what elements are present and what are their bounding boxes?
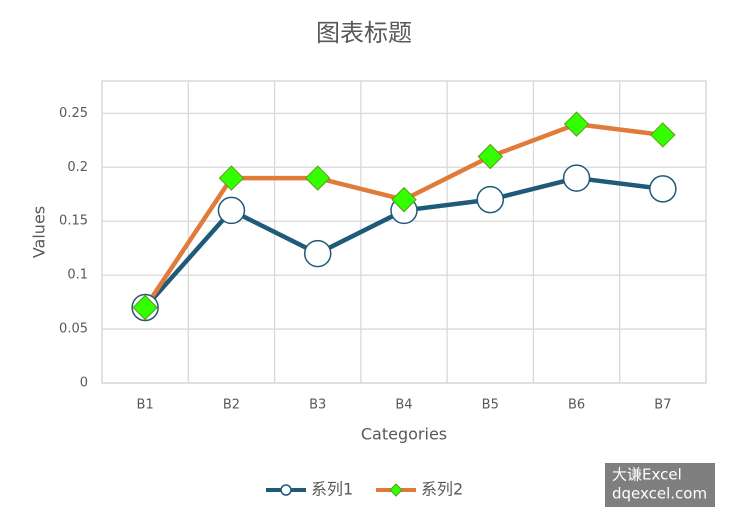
legend-marker [389, 483, 403, 497]
x-tick-label: B7 [654, 398, 671, 413]
data-point [562, 164, 591, 192]
watermark-box [605, 463, 715, 507]
data-point [477, 143, 503, 170]
legend-label: 系列2 [421, 480, 463, 499]
watermark-text: dqexcel.com [612, 485, 707, 503]
y-tick-label: 0 [80, 376, 88, 391]
legend-label: 系列1 [311, 480, 353, 499]
plot-border [101, 80, 707, 384]
x-tick-label: B3 [309, 398, 326, 413]
x-tick-label: B4 [395, 398, 412, 413]
y-tick-label: 0.15 [59, 214, 88, 229]
x-tick-label: B1 [137, 398, 154, 413]
legend-marker [280, 484, 292, 496]
data-point [563, 111, 590, 137]
x-tick-label: B6 [568, 398, 585, 413]
y-tick-label: 0.1 [67, 268, 88, 283]
data-point [650, 122, 676, 148]
x-axis-label: Categories [361, 425, 447, 444]
data-point [649, 175, 677, 203]
y-axis-label: Values [30, 206, 49, 258]
chart-title: 图表标题 [316, 19, 412, 47]
data-point [303, 239, 332, 268]
y-tick-label: 0.05 [59, 322, 88, 337]
y-tick-label: 0.2 [67, 160, 88, 175]
data-point [132, 294, 158, 321]
data-point [476, 185, 505, 214]
data-point [305, 165, 331, 191]
y-tick-label: 0.25 [59, 106, 88, 121]
x-tick-label: B2 [223, 398, 240, 413]
data-point [218, 165, 245, 191]
watermark-text: 大谦Excel [612, 466, 682, 484]
x-tick-label: B5 [482, 398, 499, 413]
data-point [217, 196, 246, 225]
data-point [391, 186, 417, 213]
